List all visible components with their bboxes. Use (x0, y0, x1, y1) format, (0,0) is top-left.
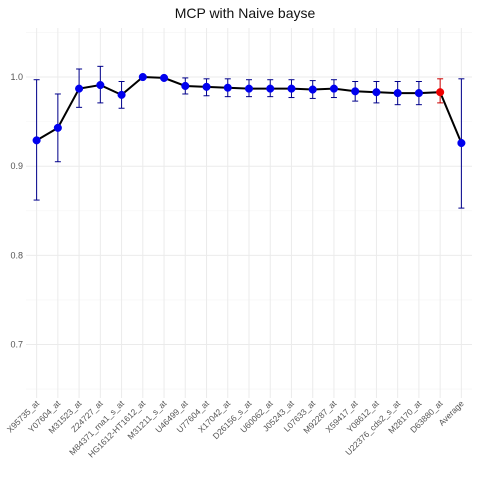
y-tick-label: 0.7 (10, 340, 23, 350)
data-point (266, 84, 275, 93)
data-point (244, 84, 254, 93)
data-point (138, 72, 147, 82)
data-point (393, 89, 402, 98)
data-point (287, 84, 296, 93)
data-point (159, 73, 169, 82)
data-point (53, 123, 62, 132)
data-point (351, 87, 360, 96)
y-tick-label: 1.0 (10, 72, 23, 82)
data-point (457, 138, 466, 148)
chart-title: MCP with Naive bayse (175, 5, 316, 21)
data-point (372, 88, 381, 97)
data-point (32, 136, 41, 145)
data-point (223, 83, 232, 92)
data-point (329, 84, 339, 93)
data-points (32, 72, 466, 148)
x-axis-ticks: X95735_atY07604_atM31523_atZ24727_atM843… (5, 398, 466, 460)
data-point (117, 90, 126, 99)
data-point (414, 89, 423, 98)
data-point-highlight (436, 88, 445, 97)
y-tick-label: 0.9 (10, 161, 23, 171)
y-axis-ticks: 0.7 0.8 0.9 1.0 (10, 72, 23, 349)
y-tick-label: 0.8 (10, 250, 23, 260)
data-point (96, 81, 105, 90)
data-point (308, 85, 317, 94)
data-point (181, 81, 190, 91)
data-point (202, 82, 211, 91)
data-point (75, 84, 84, 93)
